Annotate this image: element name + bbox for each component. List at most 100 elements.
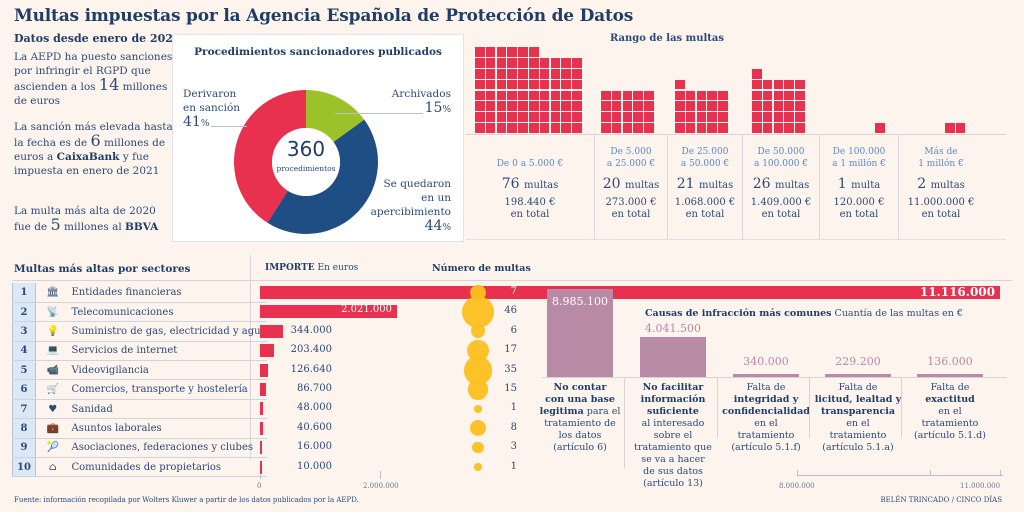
waffle-square [601, 112, 611, 122]
waffle-square [507, 112, 517, 122]
intro-subtitle: Datos desde enero de 2020 [14, 32, 181, 45]
cause-divider [901, 378, 902, 438]
heart-icon: ♥ [35, 399, 70, 420]
range-column: De 25.000 a 50.000 € 21 multas 1.068.000 … [668, 134, 742, 240]
range-column: De 100.000 a 1 millón € 1 multa 120.000 €… [820, 134, 898, 240]
count-label: 6 [510, 324, 517, 336]
amount-label: 10.000 [297, 460, 332, 472]
table-row: 3 💡 Suministro de gas, electricidad y ag… [12, 321, 267, 342]
table-row: 7 ♥ Sanidad [12, 399, 267, 420]
waffle-square [572, 90, 582, 101]
count-bubble [472, 442, 484, 454]
waffle-square [611, 101, 622, 111]
waffle-square [561, 58, 571, 68]
waffle-square [622, 123, 633, 133]
cause-bar [825, 374, 891, 377]
cause-label-line: licitud, lealtad y [814, 394, 902, 405]
amount-label: 344.000 [290, 324, 332, 336]
bank-icon: 🏛 [35, 283, 70, 303]
range-label: De 50.000 a 100.000 € [753, 147, 809, 169]
cause-label-line: confidencialidad [722, 406, 810, 417]
waffle-square [752, 79, 762, 90]
waffle-square [529, 90, 539, 101]
waffle-square [955, 123, 966, 133]
range-total: 1.068.000 € en total [674, 197, 736, 220]
range-bottom-line [466, 239, 1006, 240]
cause-label-line: con una base [545, 394, 615, 405]
amount-bar [260, 363, 269, 377]
intro-text: millones de euros [14, 81, 168, 107]
cause-value: 340.000 [743, 355, 789, 368]
range-total: 198.440 € en total [504, 197, 556, 220]
amount-bar [260, 324, 283, 338]
waffle-square [496, 58, 507, 68]
source-note: Fuente: información recopilada por Wolte… [14, 496, 359, 504]
count-title: Número de multas [432, 263, 531, 274]
waffle-square [773, 123, 784, 133]
waffle-square [561, 79, 571, 90]
leader-line [335, 113, 423, 114]
rank-cell: 10 [12, 457, 36, 478]
waffle-square [762, 112, 773, 122]
range-total: 1.409.000 € en total [750, 197, 812, 220]
amount-label: 11.116.000 [919, 285, 995, 299]
waffle-square [601, 101, 611, 111]
rank-cell: 6 [12, 379, 36, 400]
waffle-square [718, 123, 728, 133]
waffle-square [561, 101, 571, 111]
waffle-square [675, 79, 685, 90]
cause-value: 4.041.500 [645, 322, 701, 336]
waffle-square [773, 101, 784, 111]
waffle-square [518, 101, 528, 111]
sector-name: Sanidad [69, 399, 267, 420]
waffle-square [572, 112, 582, 122]
count-bubble [467, 379, 489, 400]
waffle-square [685, 112, 696, 122]
intro-paragraph-total: La AEPD ha puesto sanciones por infringi… [14, 50, 174, 108]
waffle-square [539, 90, 550, 101]
cause-label: No contar con una base legitima para el tra… [535, 382, 625, 454]
waffle-square [561, 112, 571, 122]
waffle-square [518, 47, 528, 57]
label-text: Se quedaron [383, 178, 451, 190]
causes-baseline [542, 377, 1007, 378]
waffle-square [572, 79, 582, 90]
cause-label-line: (artículo 6) [553, 442, 607, 453]
count-label: 7 [510, 286, 517, 297]
range-column: De 0 a 5.000 € 76 multas 198.440 € en tot… [466, 134, 594, 240]
table-row: 5 📹 Videovigilancia [12, 360, 267, 381]
waffle-square [572, 123, 582, 133]
waffle-square [707, 123, 717, 133]
rank-cell: 8 [12, 418, 36, 439]
range-divider [742, 134, 743, 240]
waffle-square [762, 79, 773, 90]
rank-cell: 9 [12, 438, 36, 459]
waffle-square [485, 112, 496, 122]
intro-text: La sanción más elevada hasta la fecha es… [14, 121, 173, 149]
waffle-square [507, 47, 517, 57]
waffle-square [475, 69, 485, 79]
waffle-square [696, 123, 707, 133]
waffle-square [507, 123, 517, 133]
waffle-square [485, 47, 496, 57]
donut-center-label: procedimientos [277, 164, 336, 173]
waffle-square [539, 101, 550, 111]
cause-label-line: tratamiento [737, 430, 795, 441]
security-camera-icon: 📹 [35, 360, 70, 381]
rank-cell: 4 [12, 341, 36, 362]
cause-label-line: (artículo 13) [643, 478, 703, 489]
range-column: Más de 1 millón € 2 multas 11.000.000 € en… [899, 134, 983, 240]
count-label: 3 [510, 441, 517, 453]
label-text: apercibimiento [370, 206, 451, 218]
count-bubble [470, 420, 486, 437]
tick-label-8m: 8.000.000 [779, 482, 815, 490]
amount-label: 203.400 [290, 344, 332, 356]
cause-label-line: se va a hacer [641, 454, 705, 465]
sectors-table: 1 🏛 Entidades financieras 2 📡 Telecomunic… [12, 283, 267, 478]
waffle-square [633, 90, 643, 101]
range-count: 21 multas [676, 176, 734, 192]
waffle-square [529, 101, 539, 111]
waffle-square [773, 79, 784, 90]
waffle-square [752, 90, 762, 101]
label-text: en un [421, 192, 451, 204]
